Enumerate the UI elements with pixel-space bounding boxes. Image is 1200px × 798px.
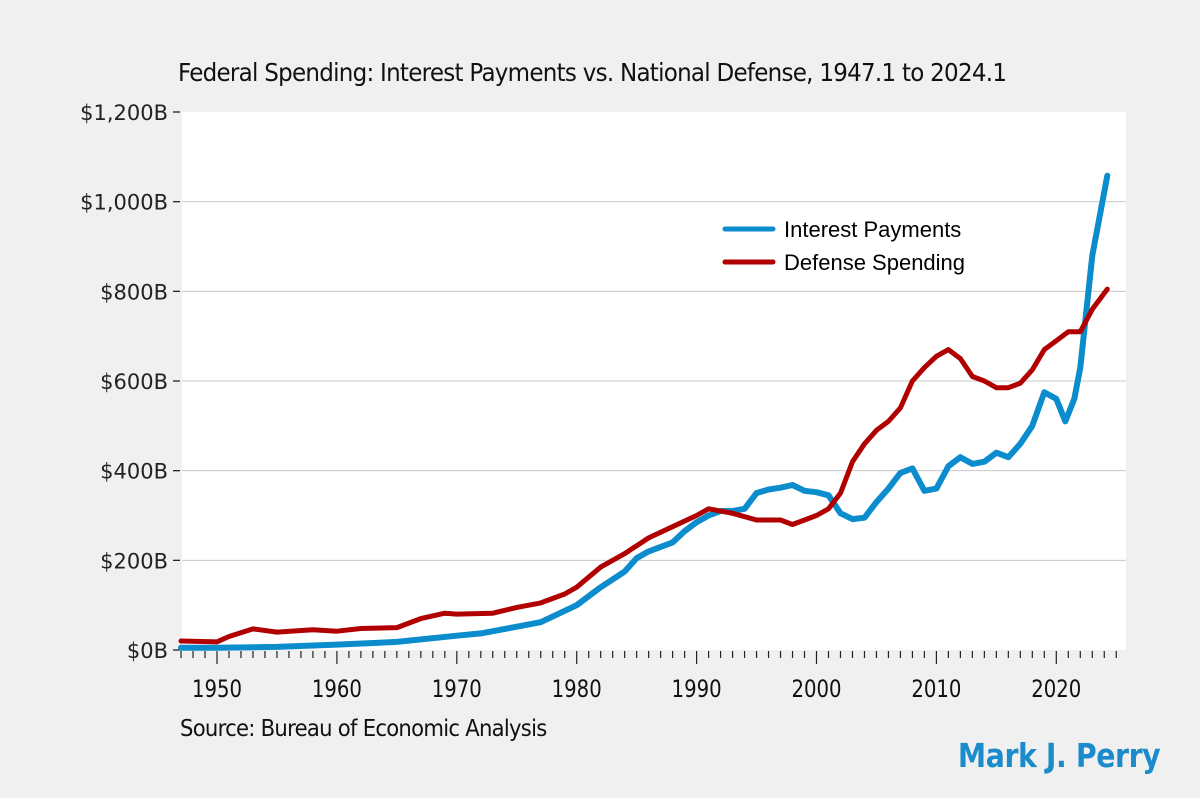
gridlines: [182, 201, 1126, 561]
x-tick-label: 2000: [791, 676, 841, 703]
y-tick-label: $600B: [100, 370, 168, 394]
x-axis: 1950 1960 1970 1980 1990 2000 2010 2020: [180, 651, 1117, 704]
legend: Interest Payments Defense Spending: [722, 217, 965, 275]
series-line-defense-spending: [178, 286, 1110, 645]
legend-label-defense-spending: Defense Spending: [784, 250, 965, 275]
y-axis: $0B $200B $400B $600B $800B $1,000B $1,200B: [80, 101, 180, 663]
y-tick-label: $1,000B: [80, 191, 168, 215]
chart-title: Federal Spending: Interest Payments vs. …: [178, 58, 1007, 87]
x-tick-label: 1980: [552, 676, 602, 703]
series-lines: [178, 172, 1111, 651]
x-tick-label: 1990: [672, 676, 722, 703]
source-note: Source: Bureau of Economic Analysis: [180, 716, 547, 742]
series-line-interest-payments: [178, 172, 1111, 651]
y-tick-label: $200B: [100, 549, 168, 573]
x-tick-label: 1950: [192, 676, 242, 703]
y-tick-label: $0B: [127, 639, 168, 663]
x-tick-label: 2020: [1031, 676, 1081, 703]
y-tick-label: $800B: [100, 280, 168, 304]
x-tick-label: 1960: [312, 676, 362, 703]
y-tick-label: $400B: [100, 460, 168, 484]
legend-label-interest-payments: Interest Payments: [784, 217, 961, 242]
x-tick-label: 2010: [911, 676, 961, 703]
y-tick-label: $1,200B: [80, 101, 168, 125]
author-credit: Mark J. Perry: [957, 736, 1161, 775]
x-tick-label: 1970: [432, 676, 482, 703]
